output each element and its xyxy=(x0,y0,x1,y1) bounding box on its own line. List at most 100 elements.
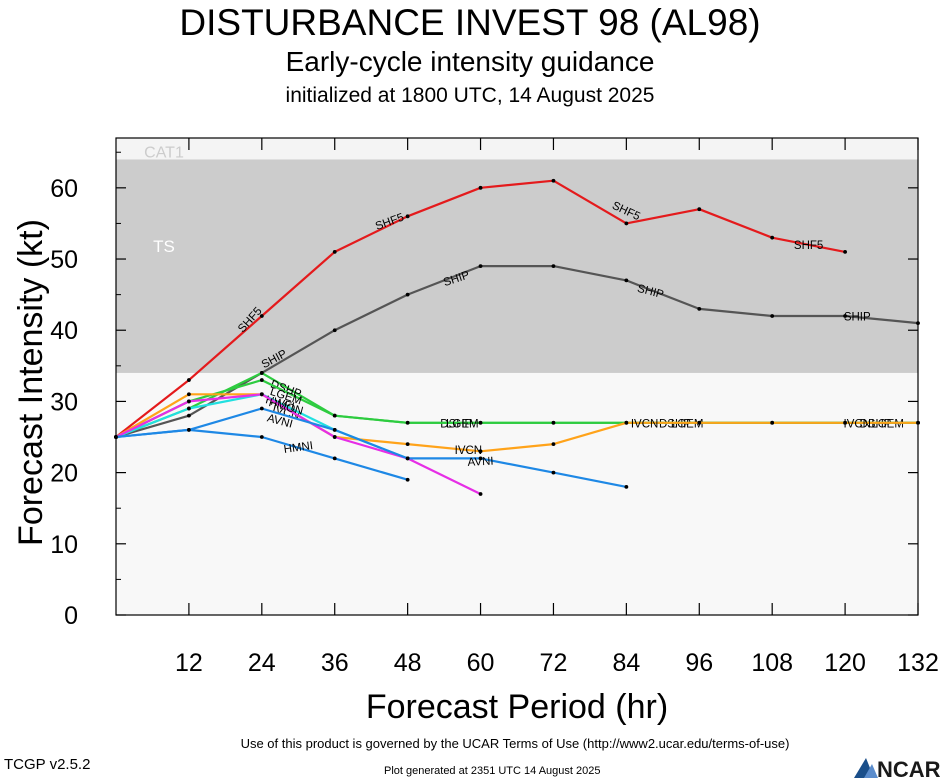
series-point-lgem xyxy=(405,420,410,425)
series-point-avni xyxy=(405,456,410,461)
x-tick-label: 72 xyxy=(540,649,568,677)
series-label-lgem: LGEM xyxy=(871,418,904,430)
x-tick-label: 84 xyxy=(612,649,640,677)
band-label-ts: TS xyxy=(153,237,175,256)
series-point-ship xyxy=(478,264,483,269)
series-point-avni xyxy=(551,470,556,475)
series-label-ivcn: IVCN xyxy=(631,418,658,430)
series-point-avni xyxy=(332,427,337,432)
series-point-avni xyxy=(259,406,264,411)
x-tick-label: 132 xyxy=(897,649,939,677)
series-point-hmon xyxy=(259,392,264,397)
plot-frame xyxy=(115,137,919,616)
series-point-ship xyxy=(843,314,847,318)
series-point-ship xyxy=(405,292,410,297)
series-point-shf5 xyxy=(187,378,191,382)
ncar-logo: NCAR xyxy=(854,757,940,780)
x-tick-label: 36 xyxy=(321,649,349,677)
series-point-ship xyxy=(770,314,775,318)
series-point-dshp xyxy=(259,371,264,375)
series-line-avni xyxy=(115,407,627,488)
y-tick-label: 50 xyxy=(50,246,78,274)
series-point-hmon xyxy=(332,435,337,439)
x-tick-label: 12 xyxy=(175,649,203,677)
series-point-hmon xyxy=(187,399,191,404)
series-point-shf5 xyxy=(843,250,847,254)
y-tick-label: 0 xyxy=(64,602,78,630)
y-tick-label: 30 xyxy=(50,388,78,416)
series-label-hmni: HMNI xyxy=(283,440,314,456)
series-point-ivcn xyxy=(916,420,920,425)
series-point-shf5 xyxy=(405,214,410,219)
y-tick-label: 10 xyxy=(50,531,78,559)
series-point-lgem xyxy=(332,413,337,418)
ncar-logo-mark-light xyxy=(864,764,878,778)
x-tick-label: 24 xyxy=(248,649,276,677)
series-point-ship xyxy=(187,413,191,418)
series-line-ivcn xyxy=(115,393,918,453)
series-point-hmni xyxy=(405,477,410,482)
series-label-ship: SHIP xyxy=(844,312,871,324)
series-point-shf5 xyxy=(770,235,775,240)
series-point-lgem xyxy=(478,420,483,425)
series-point-ivcn xyxy=(187,392,191,397)
chart-title: DISTURBANCE INVEST 98 (AL98) xyxy=(179,2,761,43)
series-point-ship xyxy=(916,321,920,326)
series-point-lgem xyxy=(551,420,556,425)
x-tick-label: 60 xyxy=(467,649,495,677)
series-point-shf5 xyxy=(697,207,702,212)
init-time: initialized at 1800 UTC, 14 August 2025 xyxy=(285,84,655,107)
ncar-logo-text: NCAR xyxy=(877,757,940,780)
series-label-shf5: SHF5 xyxy=(794,240,823,252)
y-tick-label: 20 xyxy=(50,460,78,488)
series-point-hmni xyxy=(187,427,191,432)
series-label-dshp: DSHP xyxy=(659,418,691,430)
series-point-shf5 xyxy=(259,314,264,318)
series-point-ship xyxy=(697,306,702,311)
y-axis-title: Forecast Intensity (kt) xyxy=(12,219,50,546)
series-point-hmni xyxy=(332,456,337,461)
x-tick-label: 48 xyxy=(394,649,422,677)
series-point-ivcn xyxy=(551,442,556,447)
x-axis-title: Forecast Period (hr) xyxy=(366,688,668,726)
generated-time: Plot generated at 2351 UTC 14 August 202… xyxy=(384,765,601,777)
series-point-ivcn xyxy=(843,420,847,425)
series-point-ivcn xyxy=(478,449,483,454)
series-point-avni xyxy=(478,456,483,461)
series-point-ivcn xyxy=(624,420,629,425)
y-tick-label: 60 xyxy=(50,175,78,203)
series-point-hmni xyxy=(259,435,264,439)
x-tick-label: 96 xyxy=(685,649,713,677)
version-label: TCGP v2.5.2 xyxy=(4,756,91,773)
series-point-shf5 xyxy=(332,250,337,254)
series-point-ivcn xyxy=(697,420,702,425)
series-point-ivcn xyxy=(770,420,775,425)
terms-of-use: Use of this product is governed by the U… xyxy=(240,736,790,751)
y-tick-label: 40 xyxy=(50,317,78,345)
series-line-hmon xyxy=(115,393,481,495)
x-tick-label: 108 xyxy=(751,649,793,677)
series-point-hmni xyxy=(114,435,118,439)
band-cat1 xyxy=(116,138,918,160)
series-label-lgem: LGEM xyxy=(671,418,704,430)
series-point-ivcn xyxy=(405,442,410,447)
series-point-shf5 xyxy=(551,178,556,183)
series-label-avni: AVNI xyxy=(467,456,494,469)
series-point-ship xyxy=(624,278,629,283)
series-point-ship xyxy=(332,328,337,333)
chart-subtitle: Early-cycle intensity guidance xyxy=(285,46,655,77)
series-point-avni xyxy=(624,484,629,489)
x-tick-label: 120 xyxy=(824,649,866,677)
series-label-ivcn: IVCN xyxy=(455,445,482,457)
series-point-hmon xyxy=(478,492,483,496)
band-label-cat1: CAT1 xyxy=(144,144,184,161)
series-point-hwfi xyxy=(187,406,191,411)
series-label-dshp: DSHP xyxy=(440,418,472,430)
series-point-shf5 xyxy=(478,185,483,190)
series-label-dshp: DSHP xyxy=(859,418,891,430)
series-label-lgem: LGEM xyxy=(446,418,479,430)
series-point-ship xyxy=(551,264,556,269)
series-label-ivcn: IVCN xyxy=(844,418,871,430)
series-point-lgem xyxy=(259,378,264,382)
